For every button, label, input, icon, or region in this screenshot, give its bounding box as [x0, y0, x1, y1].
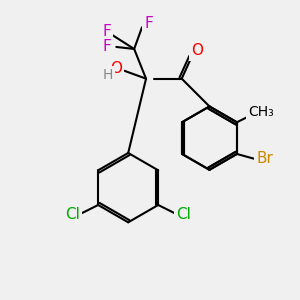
Text: F: F	[145, 16, 153, 31]
Text: Br: Br	[256, 152, 273, 166]
Text: F: F	[102, 40, 111, 55]
Text: Cl: Cl	[65, 207, 80, 222]
Text: O: O	[110, 61, 122, 76]
Text: H: H	[102, 68, 112, 82]
Text: F: F	[102, 24, 111, 39]
Text: Cl: Cl	[177, 207, 191, 222]
Text: CH₃: CH₃	[248, 105, 274, 119]
Text: O: O	[192, 44, 204, 59]
